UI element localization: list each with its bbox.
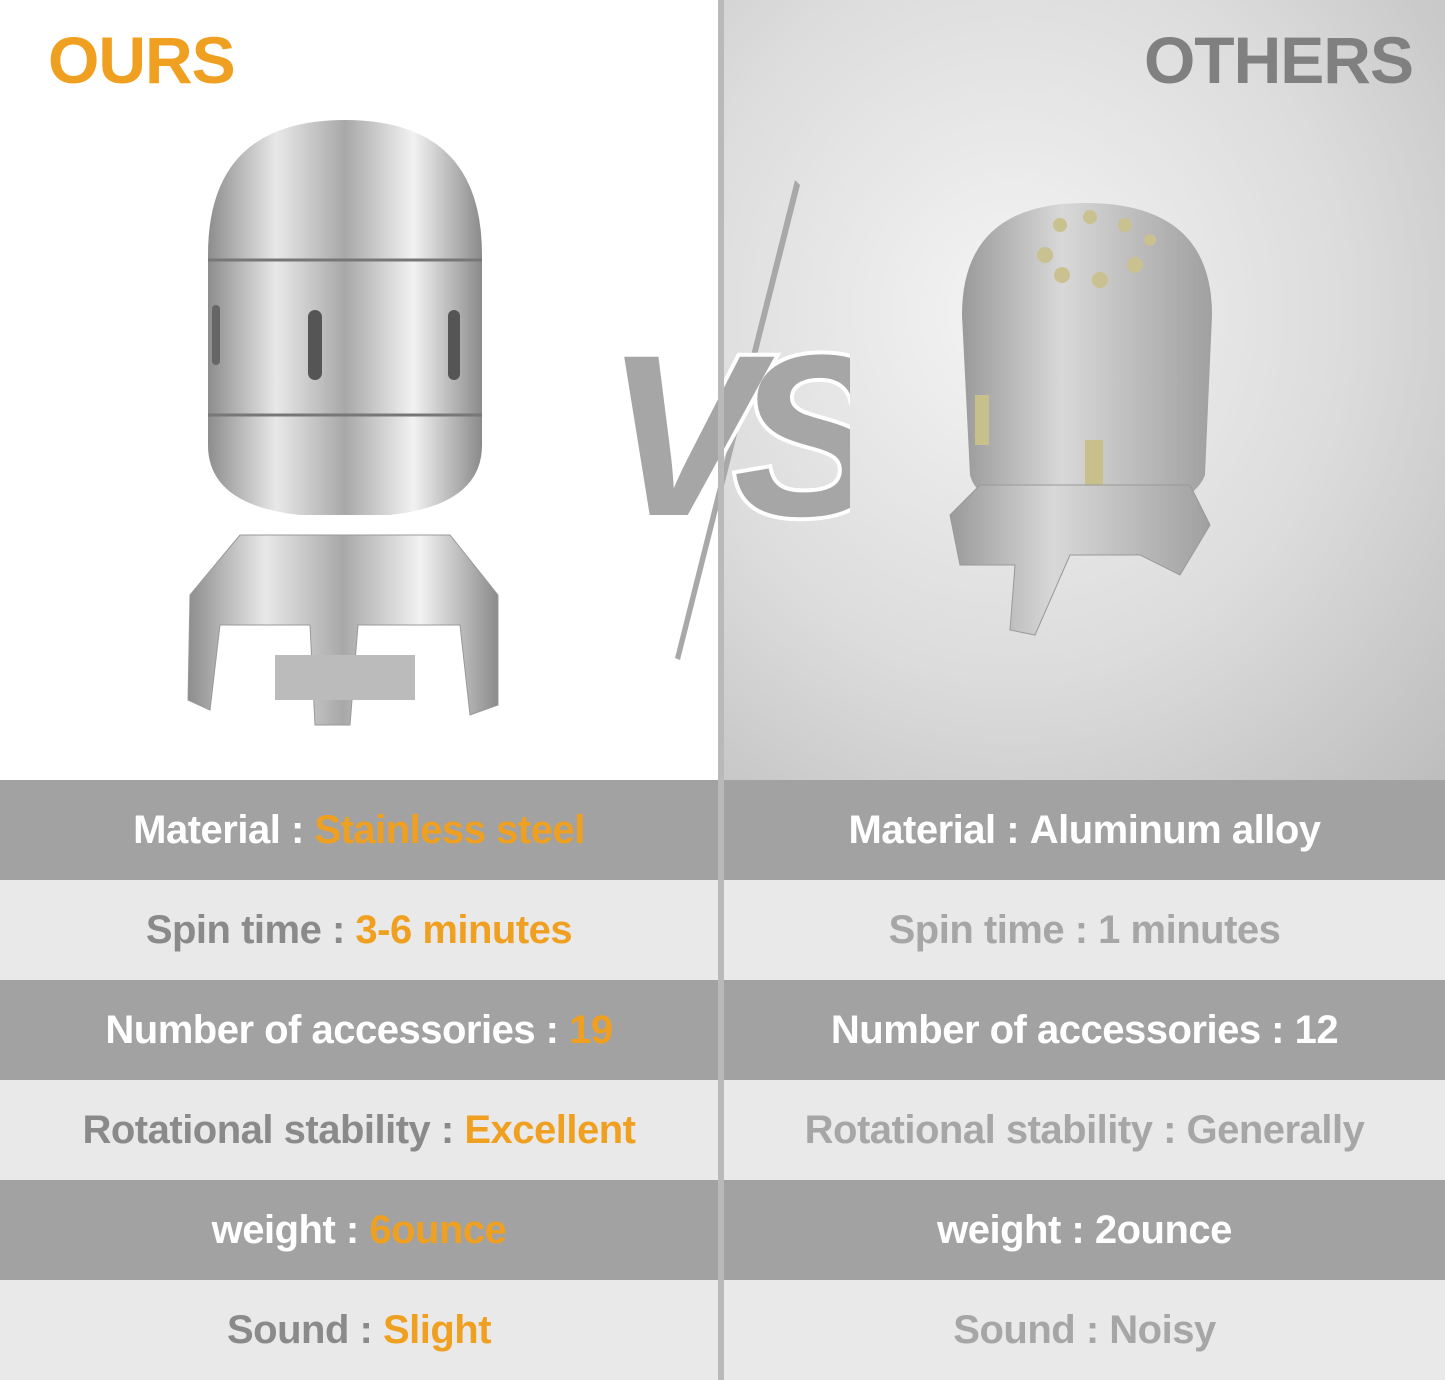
- row-label: weight :: [211, 1207, 370, 1252]
- others-cell: Rotational stability : Generally: [724, 1080, 1445, 1180]
- others-value: Aluminum alloy: [1029, 807, 1321, 852]
- row-label: Sound :: [953, 1307, 1110, 1352]
- vs-graphic: VS: [601, 180, 850, 660]
- others-value: 2ounce: [1094, 1207, 1233, 1252]
- others-value: Noisy: [1109, 1307, 1216, 1352]
- table-row: Spin time : 3-6 minutes Spin time : 1 mi…: [0, 880, 1445, 980]
- others-cell: Number of accessories : 12: [724, 980, 1445, 1080]
- ours-cell: Material : Stainless steel: [0, 780, 718, 880]
- row-label: Number of accessories :: [105, 1007, 570, 1052]
- row-label: Spin time :: [145, 907, 356, 952]
- others-product-image: [949, 203, 1212, 636]
- row-label: Rotational stability :: [804, 1107, 1187, 1152]
- table-row: weight : 6ounce weight : 2ounce: [0, 1180, 1445, 1280]
- ours-cell: weight : 6ounce: [0, 1180, 718, 1280]
- table-row: Rotational stability : Excellent Rotatio…: [0, 1080, 1445, 1180]
- ours-value: 3-6 minutes: [355, 907, 573, 952]
- ours-cell: Sound : Slight: [0, 1280, 718, 1380]
- table-row: Sound : Slight Sound : Noisy: [0, 1280, 1445, 1380]
- others-value: Generally: [1186, 1107, 1365, 1152]
- ours-cell: Number of accessories : 19: [0, 980, 718, 1080]
- row-label: Rotational stability :: [82, 1107, 465, 1152]
- ours-heading: OURS: [48, 23, 236, 97]
- ours-cell: Rotational stability : Excellent: [0, 1080, 718, 1180]
- ours-value: 19: [569, 1007, 613, 1052]
- ours-value: 6ounce: [369, 1207, 507, 1252]
- comparison-table: Material : Stainless steel Material : Al…: [0, 780, 1445, 1380]
- others-value: 12: [1294, 1007, 1339, 1052]
- row-label: Sound :: [226, 1307, 383, 1352]
- center-divider: [718, 0, 724, 1380]
- row-label: weight :: [937, 1207, 1095, 1252]
- ours-value: Stainless steel: [314, 807, 585, 852]
- others-value: 1 minutes: [1098, 907, 1281, 952]
- table-row: Number of accessories : 19 Number of acc…: [0, 980, 1445, 1080]
- row-label: Material :: [848, 807, 1030, 852]
- ours-product-image: [187, 120, 499, 726]
- ours-value: Slight: [382, 1307, 492, 1352]
- row-label: Material :: [133, 807, 315, 852]
- row-label: Spin time :: [888, 907, 1099, 952]
- vs-text: VS: [605, 307, 850, 564]
- table-row: Material : Stainless steel Material : Al…: [0, 780, 1445, 880]
- others-cell: Sound : Noisy: [724, 1280, 1445, 1380]
- ours-value: Excellent: [464, 1107, 636, 1152]
- ours-cell: Spin time : 3-6 minutes: [0, 880, 718, 980]
- others-cell: Spin time : 1 minutes: [724, 880, 1445, 980]
- row-label: Number of accessories :: [830, 1007, 1295, 1052]
- others-cell: weight : 2ounce: [724, 1180, 1445, 1280]
- others-cell: Material : Aluminum alloy: [724, 780, 1445, 880]
- others-heading: OTHERS: [1143, 23, 1414, 97]
